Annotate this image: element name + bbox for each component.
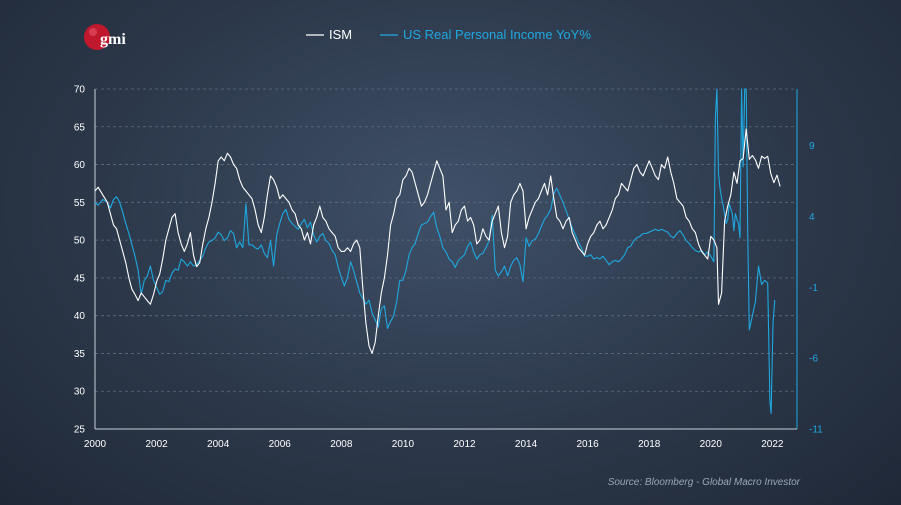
right-y-axis-ticks: -11 -6 -1 4 9: [809, 141, 823, 435]
series-group: [94, 88, 781, 414]
left-tick-label: 55: [74, 198, 86, 209]
series-line-ism: [94, 128, 781, 354]
right-tick-label: -11: [809, 425, 823, 436]
x-tick-label: 2004: [207, 439, 230, 450]
gmi-logo: gmi: [84, 24, 126, 50]
right-tick-label: -1: [809, 283, 818, 294]
left-tick-label: 65: [74, 122, 86, 133]
left-tick-label: 50: [74, 236, 86, 247]
left-y-axis-ticks: 25 30 35 40 45 50 55 60 65 70: [74, 85, 86, 436]
x-tick-label: 2016: [577, 439, 600, 450]
x-tick-label: 2000: [84, 439, 107, 450]
x-tick-label: 2022: [761, 439, 784, 450]
x-tick-label: 2008: [330, 439, 353, 450]
left-tick-label: 60: [74, 160, 86, 171]
gmi-logo-text: gmi: [100, 31, 126, 48]
x-tick-label: 2012: [453, 439, 476, 450]
x-tick-label: 2014: [515, 439, 538, 450]
series-line-income: [94, 88, 776, 414]
right-tick-label: -6: [809, 354, 818, 365]
x-tick-label: 2006: [269, 439, 292, 450]
left-tick-label: 40: [74, 311, 86, 322]
x-axis-ticks: 2000 2002 2004 2006 2008 2010 2012 2014 2016 2018…: [84, 439, 784, 450]
left-tick-label: 45: [74, 273, 86, 284]
legend: ISM US Real Personal Income YoY%: [306, 27, 591, 42]
left-tick-label: 25: [74, 425, 86, 436]
x-tick-label: 2020: [700, 439, 723, 450]
source-note: Source: Bloomberg - Global Macro Investo…: [608, 477, 801, 488]
left-tick-label: 30: [74, 387, 86, 398]
grid: [95, 88, 797, 392]
x-tick-label: 2002: [145, 439, 168, 450]
left-tick-label: 70: [74, 85, 86, 96]
axes: [94, 89, 798, 430]
legend-label-ism: ISM: [329, 27, 352, 42]
right-tick-label: 4: [809, 212, 815, 223]
x-tick-label: 2010: [392, 439, 415, 450]
x-tick-label: 2018: [638, 439, 661, 450]
right-tick-label: 9: [809, 141, 815, 152]
left-tick-label: 35: [74, 349, 86, 360]
legend-label-income: US Real Personal Income YoY%: [403, 27, 591, 42]
